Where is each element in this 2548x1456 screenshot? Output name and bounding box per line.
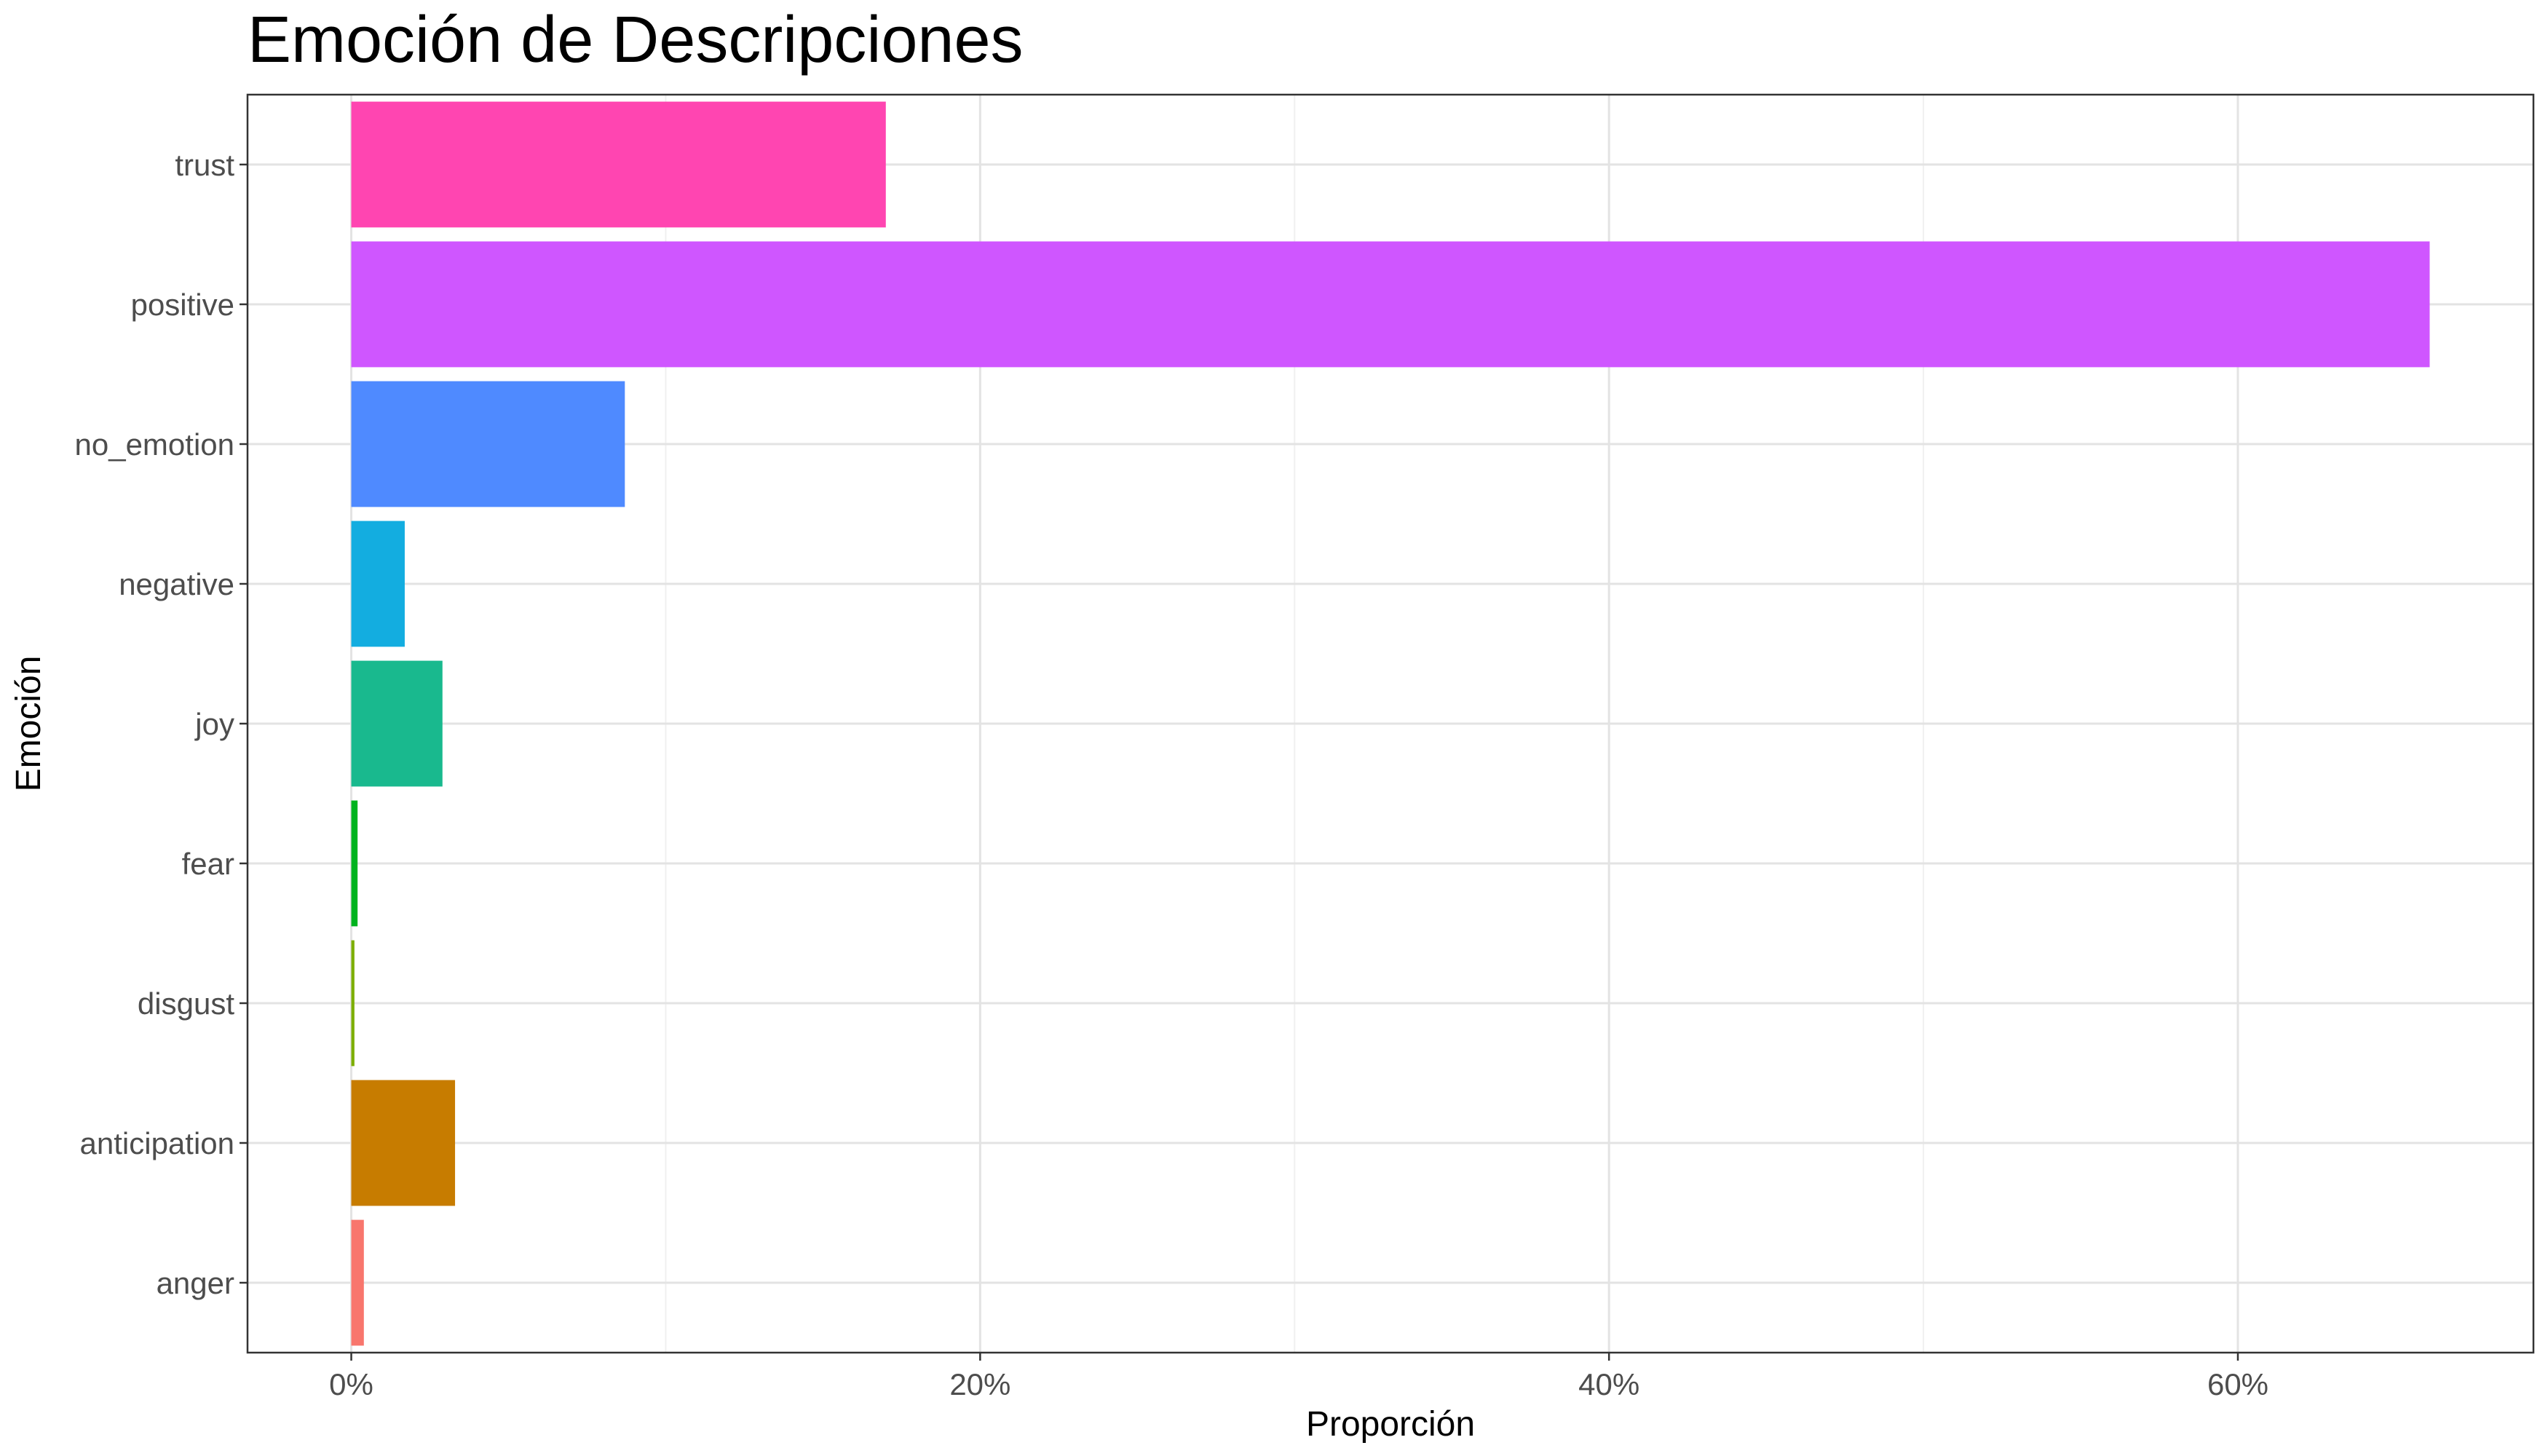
bar-anger bbox=[351, 1219, 364, 1346]
axes: anger anticipation disgust fear joy negative n… bbox=[75, 148, 2269, 1401]
bar-fear bbox=[351, 800, 358, 927]
y-tick-label: disgust bbox=[138, 986, 234, 1021]
chart-title: Emoción de Descripciones bbox=[248, 4, 1024, 76]
y-tick-label: no_emotion bbox=[75, 427, 235, 462]
x-axis-title: Proporción bbox=[1306, 1405, 1475, 1444]
bar-no-emotion bbox=[351, 381, 625, 507]
x-tick-label: 0% bbox=[329, 1367, 373, 1401]
y-tick-label: positive bbox=[131, 288, 234, 322]
bar-trust bbox=[351, 101, 886, 228]
x-tick-label: 40% bbox=[1578, 1367, 1639, 1401]
y-axis-title: Emoción bbox=[9, 656, 48, 792]
y-tick-label: anger bbox=[157, 1266, 234, 1300]
bar-negative bbox=[351, 521, 405, 647]
y-tick-label: negative bbox=[119, 567, 234, 601]
y-tick-label: fear bbox=[182, 847, 234, 881]
bar-positive bbox=[351, 241, 2430, 368]
y-tick-label: trust bbox=[175, 148, 234, 182]
x-tick-label: 20% bbox=[949, 1367, 1010, 1401]
bar-anticipation bbox=[351, 1080, 456, 1206]
bar-joy bbox=[351, 660, 443, 787]
x-tick-label: 60% bbox=[2207, 1367, 2268, 1401]
y-tick-label: anticipation bbox=[80, 1126, 234, 1160]
bars bbox=[351, 101, 2430, 1346]
y-tick-label: joy bbox=[194, 707, 234, 741]
bar-disgust bbox=[351, 940, 355, 1067]
